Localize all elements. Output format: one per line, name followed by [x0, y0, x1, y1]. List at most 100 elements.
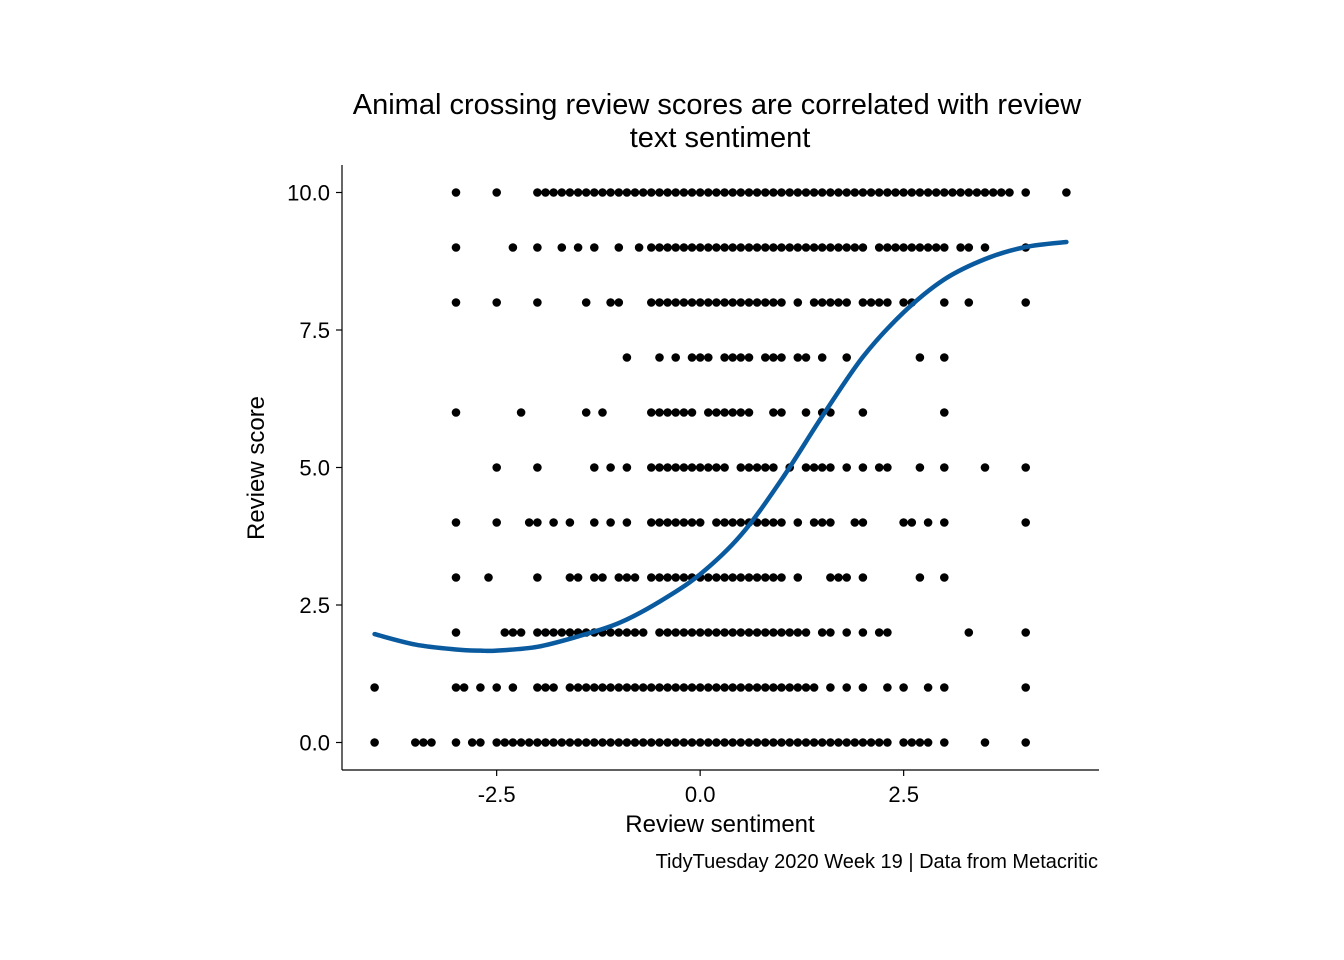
data-point [622, 573, 632, 582]
data-point [671, 188, 680, 197]
data-point [524, 518, 534, 527]
x-tick-label: 2.5 [888, 782, 919, 807]
data-point [549, 738, 558, 747]
data-point [508, 738, 518, 747]
data-point [712, 518, 721, 527]
data-point [858, 683, 868, 692]
data-point [940, 353, 949, 362]
data-point [695, 188, 705, 197]
data-point [590, 683, 599, 692]
data-point [817, 353, 827, 362]
data-point [956, 243, 965, 252]
data-point [533, 518, 542, 527]
data-point [598, 738, 607, 747]
data-point [769, 353, 778, 362]
data-point [834, 243, 843, 252]
data-point [907, 243, 917, 252]
data-point [850, 518, 860, 527]
data-point [679, 628, 689, 637]
data-point [647, 298, 656, 307]
data-point [777, 518, 786, 527]
data-point [695, 738, 705, 747]
data-point [923, 243, 933, 252]
data-point [777, 243, 786, 252]
data-point [1021, 683, 1030, 692]
data-point [606, 683, 615, 692]
data-point [655, 188, 664, 197]
data-point [752, 738, 762, 747]
data-point [695, 463, 705, 472]
data-point [834, 738, 843, 747]
data-point [647, 738, 656, 747]
data-point [524, 738, 534, 747]
data-point [801, 738, 811, 747]
data-point [801, 188, 811, 197]
data-point [500, 628, 510, 637]
data-point [655, 353, 664, 362]
data-point [793, 628, 803, 637]
data-point [622, 188, 632, 197]
data-point [809, 188, 819, 197]
data-point [679, 683, 689, 692]
data-point [777, 353, 786, 362]
data-point [809, 298, 819, 307]
data-point [972, 188, 982, 197]
data-point [679, 463, 689, 472]
data-point [728, 243, 737, 252]
data-point [622, 518, 632, 527]
data-point [801, 408, 811, 417]
data-point [728, 408, 737, 417]
data-point [858, 628, 868, 637]
data-point [687, 628, 697, 637]
data-point [948, 188, 957, 197]
data-point [752, 463, 762, 472]
data-point [508, 683, 518, 692]
data-point [590, 463, 599, 472]
data-point [744, 243, 754, 252]
data-point [411, 738, 420, 747]
data-point [712, 298, 721, 307]
data-point [728, 683, 737, 692]
data-point [492, 463, 502, 472]
data-point [891, 188, 900, 197]
data-point [476, 738, 485, 747]
data-point [541, 738, 550, 747]
data-point [516, 408, 526, 417]
data-point [826, 298, 835, 307]
data-point [793, 298, 803, 307]
data-point [858, 243, 868, 252]
data-point [508, 628, 518, 637]
data-point [761, 683, 770, 692]
data-point [565, 738, 575, 747]
data-point [785, 738, 794, 747]
data-point [761, 628, 770, 637]
data-point [687, 738, 697, 747]
data-point [761, 298, 770, 307]
data-point [492, 518, 502, 527]
data-point [549, 628, 558, 637]
data-point [842, 353, 851, 362]
data-point [817, 298, 827, 307]
data-point [980, 738, 990, 747]
data-point [842, 298, 851, 307]
data-point [761, 353, 770, 362]
data-point [956, 188, 965, 197]
data-point [817, 628, 827, 637]
data-point [980, 463, 990, 472]
data-point [590, 738, 599, 747]
data-point [533, 573, 542, 582]
data-point [598, 573, 607, 582]
data-point [573, 573, 583, 582]
data-point [671, 683, 680, 692]
data-point [1005, 188, 1014, 197]
data-point [964, 188, 974, 197]
data-point [695, 243, 705, 252]
data-point [866, 188, 876, 197]
data-point [451, 628, 461, 637]
data-point [614, 188, 624, 197]
data-point [451, 738, 461, 747]
data-point [704, 463, 713, 472]
data-point [679, 243, 689, 252]
data-point [533, 683, 542, 692]
data-point [761, 463, 770, 472]
